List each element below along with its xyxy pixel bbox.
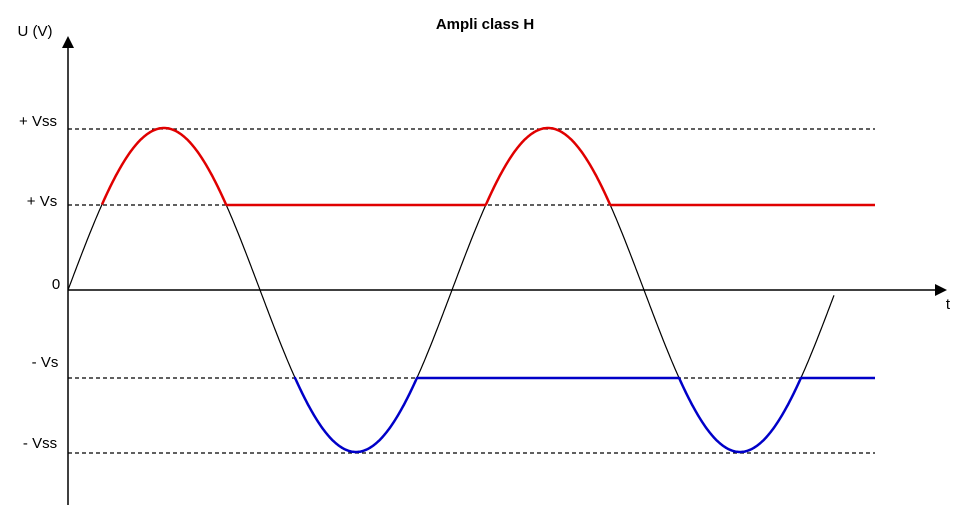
title: Ampli class H xyxy=(436,16,534,33)
level-label: - Vss xyxy=(23,435,57,452)
level-lines xyxy=(68,128,875,454)
positive-rail xyxy=(100,126,875,207)
negative-rail xyxy=(293,376,875,454)
level-label: 0 xyxy=(52,276,60,293)
level-label: + Vs xyxy=(27,193,57,210)
y-axis-label: U (V) xyxy=(18,23,53,40)
level-label: + Vss xyxy=(19,113,57,130)
level-label: - Vs xyxy=(32,354,59,371)
x-axis-label: t xyxy=(946,296,951,313)
